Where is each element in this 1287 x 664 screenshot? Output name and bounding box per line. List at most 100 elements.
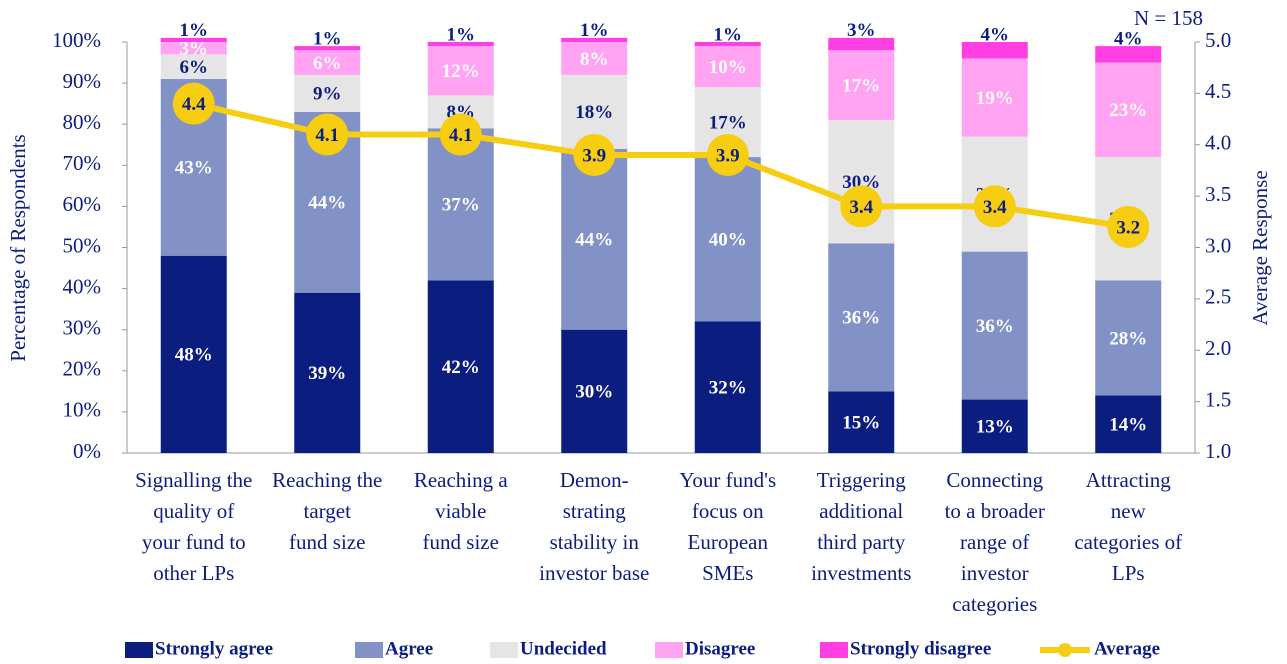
line-point bbox=[706, 134, 749, 177]
data-label: 3% bbox=[180, 39, 209, 60]
data-label: 19% bbox=[976, 88, 1014, 109]
y2-tick-label: 3.5 bbox=[1205, 182, 1231, 206]
y-tick-label: 70% bbox=[63, 151, 102, 175]
x-tick-label: other LPs bbox=[153, 561, 234, 585]
bar-segment bbox=[694, 157, 761, 322]
bar-segment bbox=[561, 37, 628, 42]
bar-segment bbox=[294, 50, 361, 75]
y-tick-label: 30% bbox=[63, 316, 102, 340]
legend-label: Disagree bbox=[685, 638, 755, 659]
y-axis-title: Percentage of Respondents bbox=[6, 134, 30, 361]
bar-segment bbox=[160, 54, 227, 79]
bar-segment bbox=[160, 42, 227, 55]
bar-segment bbox=[961, 399, 1028, 453]
bar-segment bbox=[160, 255, 227, 453]
bar-segment bbox=[427, 280, 494, 453]
data-label: 6% bbox=[180, 57, 209, 78]
bar-segment bbox=[694, 46, 761, 88]
data-label: 43% bbox=[175, 158, 213, 179]
data-label: 36% bbox=[976, 316, 1014, 337]
line bbox=[193, 100, 1129, 230]
data-label: 1% bbox=[447, 24, 476, 45]
data-label: 1% bbox=[580, 20, 609, 41]
y2-tick-label: 4.0 bbox=[1205, 131, 1231, 155]
x-tick-label: Your fund's bbox=[679, 468, 776, 492]
y2-tick-label: 5.0 bbox=[1205, 28, 1231, 52]
bar-segment bbox=[828, 37, 895, 51]
line-point bbox=[840, 185, 883, 228]
legend-swatch bbox=[490, 642, 518, 658]
line-point bbox=[306, 113, 349, 156]
point-label: 3.9 bbox=[716, 145, 740, 166]
x-tick-label: focus on bbox=[692, 499, 764, 523]
data-label: 32% bbox=[709, 378, 747, 399]
data-label: 39% bbox=[308, 363, 346, 384]
data-label: 23% bbox=[1109, 100, 1147, 121]
x-tick-label: Connecting bbox=[946, 468, 1043, 492]
y-tick-label: 50% bbox=[63, 233, 102, 257]
data-label: 8% bbox=[580, 49, 609, 70]
data-label: 18% bbox=[575, 102, 613, 123]
x-tick-label: Triggering bbox=[817, 468, 907, 492]
data-label: 40% bbox=[709, 230, 747, 251]
y2-tick-label: 2.5 bbox=[1205, 285, 1231, 309]
legend-label: Strongly agree bbox=[155, 638, 273, 659]
point-label: 3.2 bbox=[1116, 217, 1140, 238]
data-label: 15% bbox=[842, 413, 880, 434]
y-tick-label: 40% bbox=[63, 274, 102, 298]
point-label: 3.4 bbox=[983, 197, 1007, 218]
x-tick-label: categories of bbox=[1074, 530, 1182, 554]
legend-label: Agree bbox=[385, 638, 433, 659]
bar-segment bbox=[694, 42, 761, 47]
x-tick-label: Reaching a bbox=[414, 468, 509, 492]
x-tick-label: SMEs bbox=[702, 561, 753, 585]
x-tick-label: fund size bbox=[289, 530, 365, 554]
bar-segment bbox=[828, 391, 895, 453]
bar-segment bbox=[1095, 62, 1162, 158]
data-label: 13% bbox=[976, 417, 1014, 438]
point-label: 3.4 bbox=[849, 197, 873, 218]
data-label: 4% bbox=[981, 24, 1010, 45]
bar-segment bbox=[1095, 395, 1162, 453]
point-label: 3.9 bbox=[582, 145, 606, 166]
x-tick-label: third party bbox=[817, 530, 906, 554]
x-tick-label: additional bbox=[819, 499, 903, 523]
data-label: 17% bbox=[709, 113, 747, 134]
data-label: 1% bbox=[714, 24, 743, 45]
x-tick-label: investor base bbox=[539, 561, 649, 585]
data-label: 44% bbox=[308, 193, 346, 214]
y2-tick-label: 1.0 bbox=[1205, 439, 1231, 463]
point-label: 4.4 bbox=[182, 94, 206, 115]
bar-segment bbox=[828, 243, 895, 392]
x-tick-label: stability in bbox=[550, 530, 640, 554]
bar-segment bbox=[694, 321, 761, 453]
point-label: 4.1 bbox=[449, 125, 473, 146]
x-tick-label: viable bbox=[435, 499, 486, 523]
bar-segment bbox=[1095, 280, 1162, 396]
bar-segment bbox=[961, 58, 1028, 137]
data-label: 12% bbox=[442, 61, 480, 82]
y-tick-label: 60% bbox=[63, 192, 102, 216]
x-tick-label: LPs bbox=[1112, 561, 1145, 585]
x-tick-label: to a broader bbox=[945, 499, 1045, 523]
line-point bbox=[1107, 205, 1150, 248]
line-point bbox=[172, 82, 215, 125]
data-label: 44% bbox=[575, 230, 613, 251]
x-tick-label: fund size bbox=[423, 530, 499, 554]
data-label: 37% bbox=[442, 195, 480, 216]
x-tick-label: investments bbox=[811, 561, 911, 585]
data-label: 48% bbox=[175, 345, 213, 366]
bar-segment bbox=[828, 50, 895, 121]
data-label: 10% bbox=[709, 57, 747, 78]
y2-tick-label: 1.5 bbox=[1205, 387, 1231, 411]
x-tick-label: Signalling the bbox=[135, 468, 252, 492]
data-label: 1% bbox=[313, 28, 342, 49]
legend-marker bbox=[1058, 643, 1072, 657]
bar-segment bbox=[1095, 46, 1162, 63]
data-label: 1% bbox=[180, 20, 209, 41]
bar-segment bbox=[160, 37, 227, 42]
data-label: 30% bbox=[575, 382, 613, 403]
x-tick-label: categories bbox=[952, 592, 1037, 616]
point-label: 4.1 bbox=[315, 125, 339, 146]
x-tick-label: your fund to bbox=[142, 530, 246, 554]
